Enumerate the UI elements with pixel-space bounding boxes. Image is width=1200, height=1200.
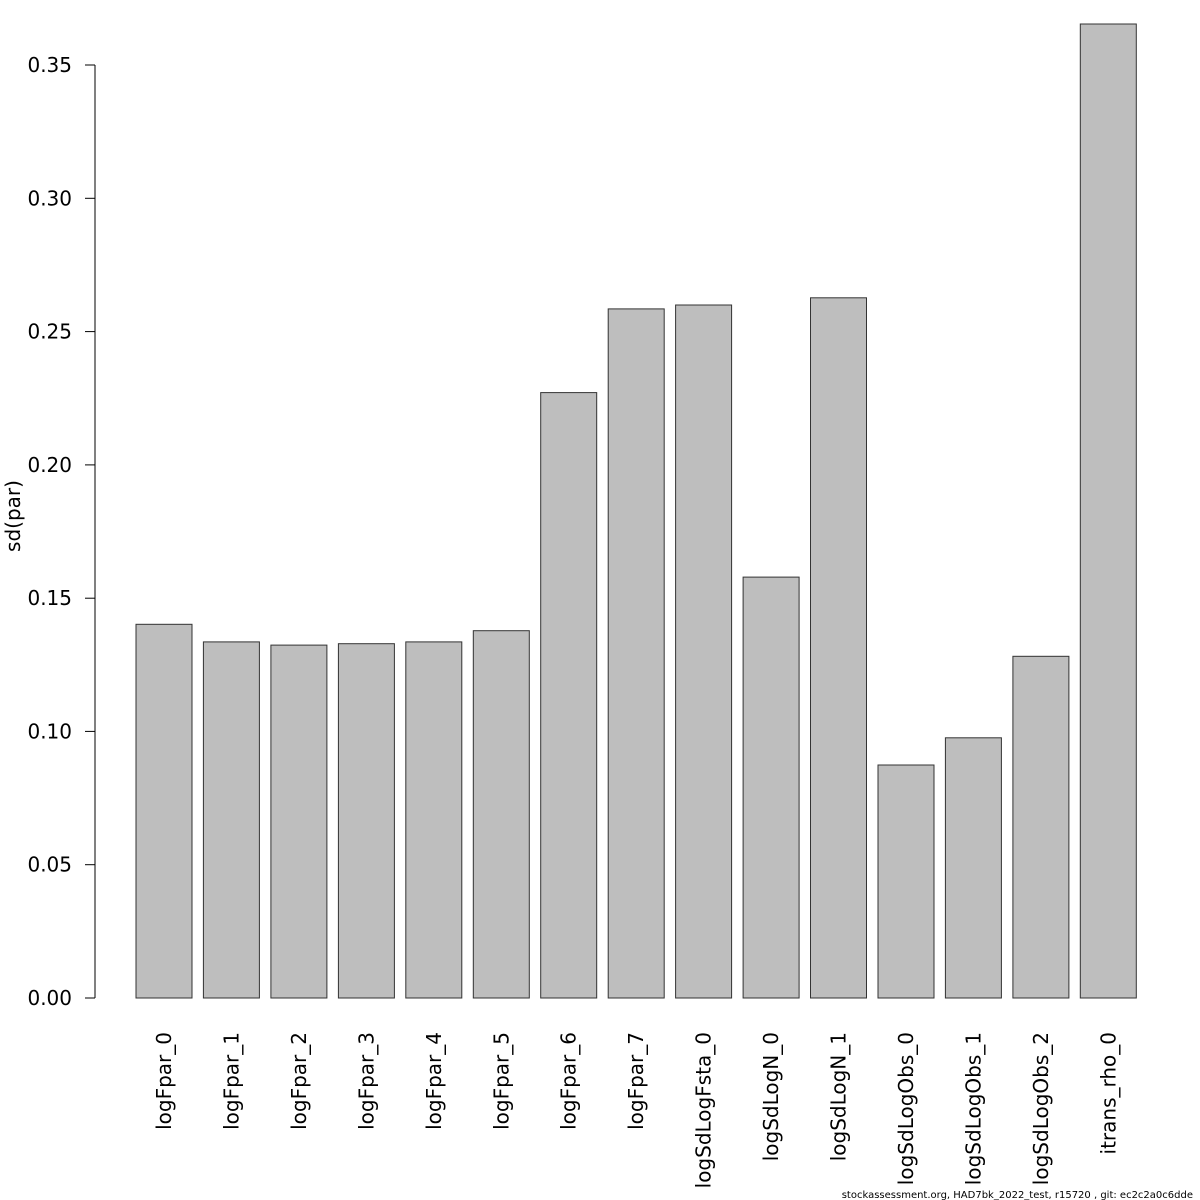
bar-logFpar_6	[540, 392, 598, 999]
category-label: logSdLogObs_1	[961, 1032, 985, 1185]
bars-group	[135, 23, 1137, 999]
bar-logSdLogFsta_0	[675, 304, 733, 999]
category-label: logSdLogN_1	[827, 1032, 851, 1161]
y-axis-label: sd(par)	[1, 480, 25, 552]
y-tick-label: 0.00	[27, 986, 72, 1010]
bar-itrans_rho_0	[1079, 23, 1137, 999]
category-labels: logFpar_0 logFpar_1 logFpar_2 logFpar_3 logF…	[152, 1032, 1120, 1188]
category-label: logFpar_7	[624, 1032, 648, 1130]
category-label: logFpar_1	[219, 1032, 243, 1130]
category-label: logSdLogFsta_0	[692, 1032, 716, 1188]
category-label: itrans_rho_0	[1096, 1032, 1120, 1154]
category-label: logSdLogObs_2	[1029, 1032, 1053, 1185]
bar-logSdLogN_0	[742, 576, 800, 999]
bar-logSdLogN_1	[810, 297, 867, 999]
y-tick-label: 0.25	[27, 320, 72, 344]
category-label: logFpar_0	[152, 1032, 176, 1130]
bar-logFpar_1	[202, 641, 260, 999]
category-label: logFpar_4	[422, 1032, 446, 1130]
y-tick-label: 0.10	[27, 719, 72, 743]
y-tick-label: 0.15	[27, 586, 72, 610]
bar-logSdLogObs_2	[1012, 655, 1070, 999]
category-label: logFpar_6	[557, 1032, 581, 1130]
category-label: logSdLogObs_0	[894, 1032, 918, 1185]
bar-logFpar_4	[405, 641, 463, 999]
bar-logFpar_5	[472, 630, 530, 999]
bar-logFpar_3	[337, 643, 395, 999]
y-tick-label: 0.20	[27, 453, 72, 477]
footer-caption: stockassessment.org, HAD7bk_2022_test, r…	[842, 1190, 1193, 1200]
bar-logSdLogObs_0	[877, 764, 935, 999]
y-tick-label: 0.35	[27, 53, 72, 77]
category-label: logFpar_2	[287, 1032, 311, 1130]
y-tick-label: 0.30	[27, 186, 72, 210]
y-tick-label: 0.05	[27, 853, 72, 877]
bar-logFpar_7	[607, 308, 665, 999]
y-axis: 0.00 0.05 0.10 0.15 0.20 0.25 0.30 0.35	[27, 53, 96, 1010]
category-label: logFpar_3	[354, 1032, 378, 1130]
bar-logFpar_2	[270, 644, 328, 999]
category-label: logSdLogN_0	[759, 1032, 783, 1161]
bar-logFpar_0	[135, 623, 193, 999]
bar-logSdLogObs_1	[944, 737, 1002, 999]
category-label: logFpar_5	[489, 1032, 513, 1130]
